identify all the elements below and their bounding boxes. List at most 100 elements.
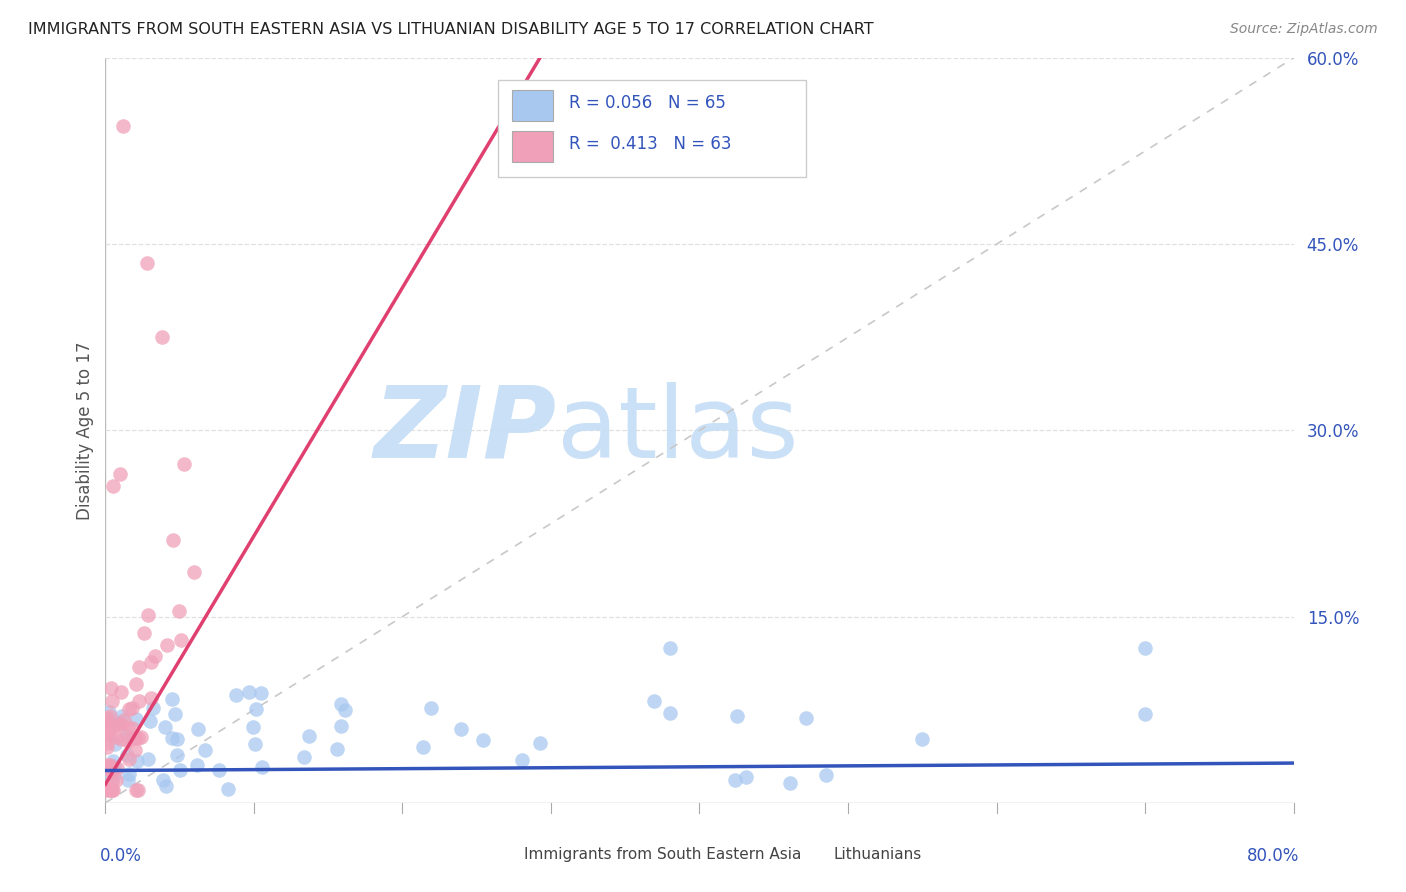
Point [97,714,120,728]
Point [292,750,315,764]
Point [98,757,121,772]
Point [96,712,118,726]
Point [250,686,273,700]
Text: Lithuanians: Lithuanians [834,847,922,863]
Point [187,723,209,737]
Point [96,739,118,754]
Point [97,758,120,772]
Point [101,719,124,733]
Point [298,729,321,743]
Point [243,737,266,751]
Point [100,783,122,797]
Point [112,714,135,728]
Point [150,330,173,344]
Point [125,783,148,797]
Point [121,701,143,715]
Point [217,781,239,796]
Point [101,694,124,708]
Point [911,732,934,747]
Point [98,767,121,781]
Point [735,770,758,784]
Point [100,783,122,797]
Point [103,737,125,751]
Point [412,740,434,755]
FancyBboxPatch shape [479,844,517,866]
Point [152,773,174,788]
Point [97,762,120,776]
Point [125,754,148,768]
Text: 80.0%: 80.0% [1247,847,1299,865]
Point [208,764,231,778]
Point [225,688,247,702]
Point [96,713,118,727]
Point [156,639,179,653]
Point [170,633,193,648]
Point [101,479,124,493]
Point [108,716,131,731]
Point [103,759,125,773]
Point [136,256,159,270]
Text: Immigrants from South Eastern Asia: Immigrants from South Eastern Asia [523,847,801,863]
Point [326,742,349,756]
Point [127,731,149,745]
Point [96,736,118,750]
Point [104,773,127,788]
Point [124,743,146,757]
Point [96,783,118,797]
FancyBboxPatch shape [498,80,807,178]
Point [110,732,132,747]
Point [1133,640,1156,655]
Point [419,701,441,715]
Point [779,776,801,790]
Text: Source: ZipAtlas.com: Source: ZipAtlas.com [1230,22,1378,37]
Point [166,732,188,747]
Point [112,120,135,134]
Point [165,706,187,721]
FancyBboxPatch shape [512,131,554,162]
Point [100,773,122,788]
Point [118,701,141,715]
Point [143,648,166,663]
Point [108,714,131,729]
Point [98,783,121,797]
Point [658,706,681,721]
FancyBboxPatch shape [512,90,554,121]
Point [129,730,152,744]
Point [98,760,121,774]
Point [128,659,150,673]
Point [238,684,260,698]
Point [166,748,188,763]
Point [529,736,551,750]
Text: ZIP: ZIP [374,382,557,479]
Point [105,761,128,775]
Point [117,721,139,735]
Point [658,640,681,655]
Point [245,702,267,716]
Point [160,731,183,745]
Point [142,701,165,715]
FancyBboxPatch shape [789,844,827,866]
Point [139,714,162,729]
Point [98,705,121,719]
Point [796,711,818,725]
Point [242,720,264,734]
Point [815,768,838,782]
Point [450,723,472,737]
Point [121,721,143,735]
Point [1133,706,1156,721]
Point [101,764,124,779]
Point [96,726,118,740]
Point [98,722,121,736]
Point [186,758,208,772]
Point [118,751,141,765]
Point [115,729,138,743]
Point [330,697,353,711]
Point [125,712,148,726]
Y-axis label: Disability Age 5 to 17: Disability Age 5 to 17 [76,341,94,520]
Point [105,730,128,744]
Point [110,684,132,698]
Point [510,753,533,767]
Point [194,742,217,756]
Point [472,733,495,747]
Point [169,763,191,777]
